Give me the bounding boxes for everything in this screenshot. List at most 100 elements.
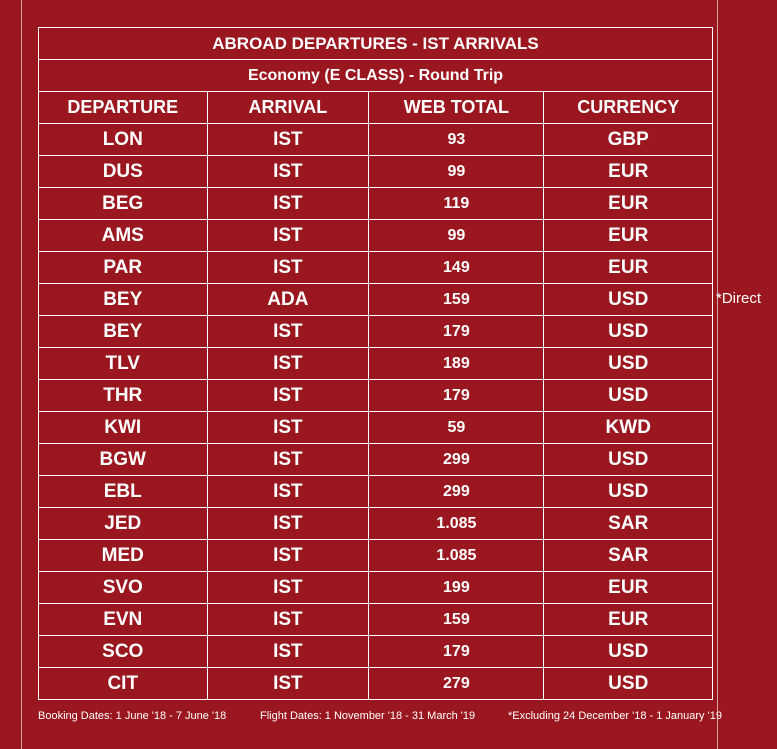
cell-web-total: 93 — [368, 123, 545, 156]
cell-arrival: IST — [206, 411, 370, 444]
cell-arrival: IST — [206, 571, 370, 604]
table-row: BEY IST 179 USD — [38, 315, 713, 348]
cell-departure: KWI — [38, 411, 208, 444]
cell-web-total: 119 — [368, 187, 545, 220]
cell-departure: JED — [38, 507, 208, 540]
table-header-row: DEPARTURE ARRIVAL WEB TOTAL CURRENCY — [38, 91, 713, 124]
cell-departure: THR — [38, 379, 208, 412]
table-row: DUS IST 99 EUR — [38, 155, 713, 188]
cell-web-total: 59 — [368, 411, 545, 444]
cell-web-total: 1.085 — [368, 507, 545, 540]
cell-currency: EUR — [543, 187, 713, 220]
cell-web-total: 179 — [368, 379, 545, 412]
cell-currency: USD — [543, 283, 713, 316]
table-row: TLV IST 189 USD — [38, 347, 713, 380]
table-row: KWI IST 59 KWD — [38, 411, 713, 444]
cell-web-total: 179 — [368, 635, 545, 668]
cell-arrival: IST — [206, 635, 370, 668]
table-title: ABROAD DEPARTURES - IST ARRIVALS — [38, 27, 713, 60]
table-row: EBL IST 299 USD — [38, 475, 713, 508]
cell-departure: SVO — [38, 571, 208, 604]
cell-arrival: ADA — [206, 283, 370, 316]
cell-currency: USD — [543, 315, 713, 348]
cell-arrival: IST — [206, 507, 370, 540]
table-title-row: ABROAD DEPARTURES - IST ARRIVALS — [38, 27, 713, 60]
cell-currency: SAR — [543, 539, 713, 572]
cell-currency: KWD — [543, 411, 713, 444]
cell-arrival: IST — [206, 219, 370, 252]
table-row: BGW IST 299 USD — [38, 443, 713, 476]
cell-currency: USD — [543, 475, 713, 508]
frame-line-right — [717, 0, 718, 749]
table-row: AMS IST 99 EUR — [38, 219, 713, 252]
cell-currency: USD — [543, 443, 713, 476]
table-row: LON IST 93 GBP — [38, 123, 713, 156]
table-row: EVN IST 159 EUR — [38, 603, 713, 636]
cell-currency: EUR — [543, 571, 713, 604]
cell-departure: DUS — [38, 155, 208, 188]
cell-arrival: IST — [206, 155, 370, 188]
cell-departure: BGW — [38, 443, 208, 476]
cell-arrival: IST — [206, 315, 370, 348]
table-row: JED IST 1.085 SAR — [38, 507, 713, 540]
cell-arrival: IST — [206, 251, 370, 284]
cell-arrival: IST — [206, 379, 370, 412]
cell-departure: AMS — [38, 219, 208, 252]
table-row: PAR IST 149 EUR — [38, 251, 713, 284]
cell-web-total: 99 — [368, 219, 545, 252]
cell-arrival: IST — [206, 539, 370, 572]
cell-arrival: IST — [206, 443, 370, 476]
cell-web-total: 159 — [368, 283, 545, 316]
cell-arrival: IST — [206, 187, 370, 220]
table-row: SCO IST 179 USD — [38, 635, 713, 668]
table-row: BEY ADA 159 USD — [38, 283, 713, 316]
cell-departure: CIT — [38, 667, 208, 700]
cell-web-total: 149 — [368, 251, 545, 284]
cell-departure: BEY — [38, 315, 208, 348]
cell-arrival: IST — [206, 667, 370, 700]
cell-departure: BEY — [38, 283, 208, 316]
cell-web-total: 1.085 — [368, 539, 545, 572]
cell-currency: GBP — [543, 123, 713, 156]
booking-dates: Booking Dates: 1 June '18 - 7 June '18 — [38, 710, 227, 722]
cell-web-total: 199 — [368, 571, 545, 604]
cell-currency: EUR — [543, 219, 713, 252]
cell-arrival: IST — [206, 123, 370, 156]
flight-dates: Flight Dates: 1 November '18 - 31 March … — [260, 710, 476, 722]
cell-departure: EBL — [38, 475, 208, 508]
cell-currency: SAR — [543, 507, 713, 540]
fares-table: ABROAD DEPARTURES - IST ARRIVALS Economy… — [38, 27, 713, 700]
cell-currency: EUR — [543, 155, 713, 188]
cell-web-total: 299 — [368, 475, 545, 508]
cell-currency: USD — [543, 347, 713, 380]
cell-currency: EUR — [543, 603, 713, 636]
cell-departure: SCO — [38, 635, 208, 668]
header-currency: CURRENCY — [543, 91, 713, 124]
table-row: CIT IST 279 USD — [38, 667, 713, 700]
table-row: SVO IST 199 EUR — [38, 571, 713, 604]
header-departure: DEPARTURE — [38, 91, 208, 124]
cell-web-total: 189 — [368, 347, 545, 380]
frame-line-left — [21, 0, 22, 749]
cell-arrival: IST — [206, 603, 370, 636]
excluding-dates: *Excluding 24 December '18 - 1 January '… — [508, 710, 722, 722]
cell-departure: TLV — [38, 347, 208, 380]
cell-web-total: 279 — [368, 667, 545, 700]
cell-arrival: IST — [206, 347, 370, 380]
table-row: MED IST 1.085 SAR — [38, 539, 713, 572]
cell-departure: BEG — [38, 187, 208, 220]
cell-currency: USD — [543, 667, 713, 700]
cell-currency: EUR — [543, 251, 713, 284]
cell-departure: EVN — [38, 603, 208, 636]
table-subtitle: Economy (E CLASS) - Round Trip — [38, 59, 713, 92]
cell-web-total: 99 — [368, 155, 545, 188]
cell-arrival: IST — [206, 475, 370, 508]
header-web-total: WEB TOTAL — [368, 91, 545, 124]
direct-note: *Direct — [716, 290, 762, 307]
header-arrival: ARRIVAL — [206, 91, 370, 124]
cell-currency: USD — [543, 635, 713, 668]
table-subtitle-row: Economy (E CLASS) - Round Trip — [38, 59, 713, 92]
cell-web-total: 159 — [368, 603, 545, 636]
cell-web-total: 179 — [368, 315, 545, 348]
cell-departure: PAR — [38, 251, 208, 284]
